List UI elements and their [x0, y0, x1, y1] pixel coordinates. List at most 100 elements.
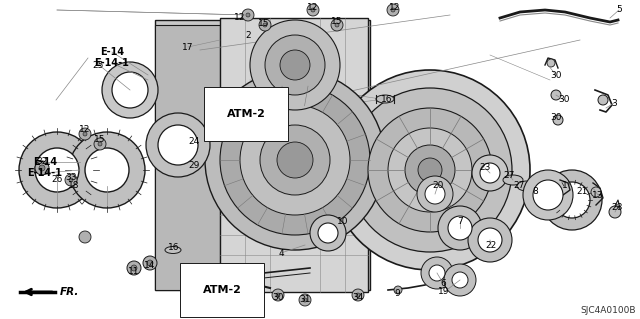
Text: ATM-2: ATM-2 — [227, 109, 266, 119]
Text: 32: 32 — [36, 158, 48, 167]
Text: 12: 12 — [307, 4, 319, 12]
Text: 14: 14 — [144, 261, 156, 270]
Circle shape — [523, 170, 573, 220]
Text: 12: 12 — [79, 124, 91, 133]
Text: 10: 10 — [337, 218, 349, 226]
Polygon shape — [155, 25, 220, 290]
Text: 4: 4 — [278, 249, 284, 257]
Circle shape — [240, 105, 350, 215]
Circle shape — [131, 265, 137, 271]
Circle shape — [533, 180, 563, 210]
Circle shape — [591, 187, 601, 197]
Circle shape — [609, 206, 621, 218]
Circle shape — [276, 293, 280, 297]
Circle shape — [65, 174, 77, 186]
Circle shape — [263, 23, 267, 27]
Circle shape — [444, 264, 476, 296]
Text: 30: 30 — [550, 114, 562, 122]
Circle shape — [299, 294, 311, 306]
Circle shape — [112, 72, 148, 108]
Circle shape — [448, 216, 472, 240]
Circle shape — [352, 289, 364, 301]
Text: 16: 16 — [168, 243, 180, 253]
Text: E-14-1: E-14-1 — [28, 168, 63, 178]
Circle shape — [35, 148, 79, 192]
Circle shape — [388, 128, 472, 212]
Circle shape — [277, 142, 313, 178]
Circle shape — [158, 125, 198, 165]
Circle shape — [39, 165, 45, 171]
Text: 12: 12 — [234, 13, 246, 23]
Text: E-14: E-14 — [100, 47, 124, 57]
Circle shape — [598, 95, 608, 105]
Circle shape — [94, 138, 106, 150]
Circle shape — [551, 90, 561, 100]
Circle shape — [368, 108, 492, 232]
Circle shape — [318, 223, 338, 243]
Circle shape — [147, 260, 153, 266]
Text: SJC4A0100B: SJC4A0100B — [580, 306, 636, 315]
Ellipse shape — [165, 247, 181, 254]
Text: 1: 1 — [562, 181, 568, 189]
Text: 30: 30 — [558, 95, 570, 105]
Polygon shape — [220, 18, 368, 292]
Circle shape — [468, 218, 512, 262]
Circle shape — [387, 4, 399, 16]
Text: 20: 20 — [432, 181, 444, 189]
Text: FR.: FR. — [60, 287, 79, 297]
Text: 21: 21 — [576, 187, 588, 196]
Text: 28: 28 — [611, 204, 623, 212]
Text: 25: 25 — [92, 61, 104, 70]
Text: 2: 2 — [245, 32, 251, 41]
Text: 15: 15 — [259, 19, 269, 27]
Text: 16: 16 — [381, 95, 393, 105]
Text: 17: 17 — [182, 42, 194, 51]
Circle shape — [452, 272, 468, 288]
Text: 29: 29 — [188, 160, 200, 169]
Circle shape — [331, 19, 343, 31]
Circle shape — [356, 293, 360, 297]
Text: 30: 30 — [550, 70, 562, 79]
Circle shape — [242, 9, 254, 21]
Circle shape — [330, 70, 530, 270]
Circle shape — [250, 20, 340, 110]
Text: 15: 15 — [94, 136, 106, 145]
Circle shape — [438, 206, 482, 250]
Text: 24: 24 — [188, 137, 200, 146]
Circle shape — [260, 125, 330, 195]
Text: 5: 5 — [616, 5, 622, 14]
Text: 12: 12 — [389, 4, 401, 12]
Circle shape — [335, 23, 339, 27]
Circle shape — [480, 163, 500, 183]
Circle shape — [429, 265, 445, 281]
Text: 15: 15 — [332, 18, 343, 26]
Text: 31: 31 — [300, 294, 311, 303]
Circle shape — [417, 176, 453, 212]
Text: 11: 11 — [128, 266, 140, 276]
Circle shape — [425, 184, 445, 204]
Circle shape — [311, 8, 315, 12]
Text: 7: 7 — [457, 217, 463, 226]
Text: 18: 18 — [68, 182, 80, 190]
Circle shape — [35, 161, 49, 175]
Circle shape — [19, 132, 95, 208]
Circle shape — [69, 132, 145, 208]
Text: 34: 34 — [352, 293, 364, 302]
Circle shape — [542, 170, 602, 230]
Text: 6: 6 — [440, 278, 446, 287]
Text: 13: 13 — [592, 190, 604, 199]
Circle shape — [69, 178, 73, 182]
Text: 22: 22 — [485, 241, 497, 249]
Circle shape — [272, 289, 284, 301]
Text: ATM-2: ATM-2 — [203, 285, 241, 295]
Circle shape — [553, 115, 563, 125]
Circle shape — [85, 148, 129, 192]
Circle shape — [472, 155, 508, 191]
Text: ATM-2: ATM-2 — [227, 109, 266, 119]
Circle shape — [394, 286, 402, 294]
Circle shape — [259, 19, 271, 31]
Circle shape — [418, 158, 442, 182]
Text: 19: 19 — [438, 287, 450, 296]
Circle shape — [246, 13, 250, 17]
Ellipse shape — [376, 95, 394, 103]
